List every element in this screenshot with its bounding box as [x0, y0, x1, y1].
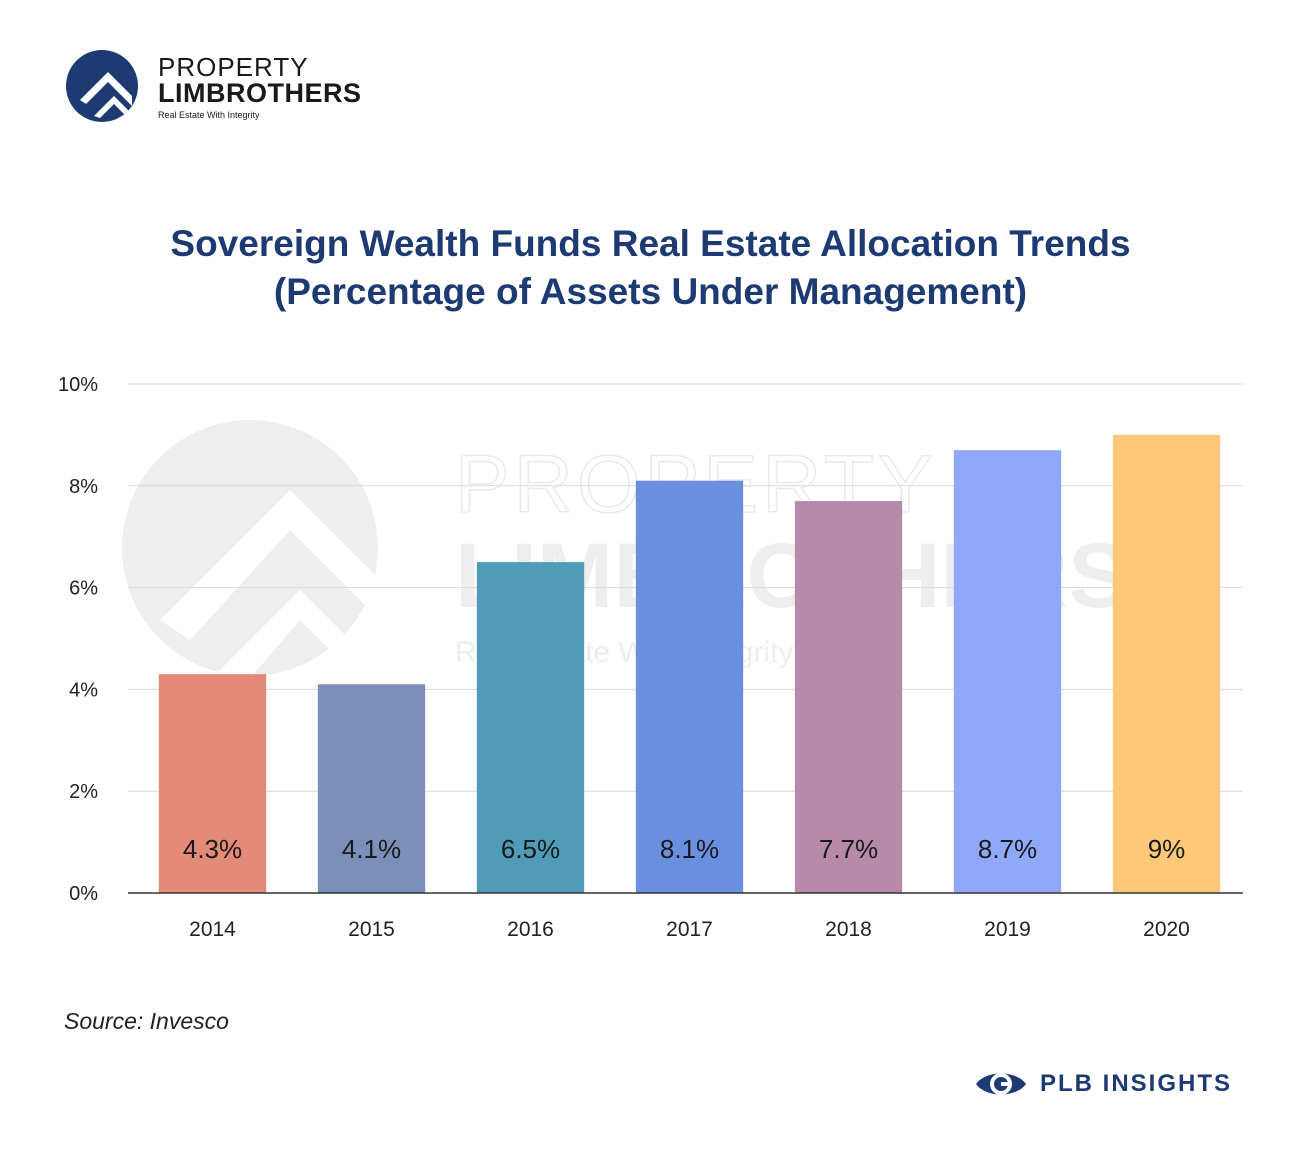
bar-2014 — [158, 674, 267, 893]
x-tick-label: 2019 — [984, 918, 1031, 941]
data-label: 7.7% — [819, 834, 878, 864]
y-tick-label: 8% — [69, 476, 98, 498]
bars — [158, 434, 1221, 893]
brand-line1: PROPERTY — [158, 52, 309, 82]
x-tick-label: 2018 — [825, 918, 872, 941]
bar-2015 — [317, 684, 426, 893]
x-tick-label: 2016 — [507, 918, 554, 941]
data-label: 6.5% — [501, 834, 560, 864]
watermark-logo-icon — [122, 420, 380, 700]
bar-2020 — [1112, 434, 1221, 893]
y-tick-label: 0% — [69, 883, 98, 905]
y-axis-ticks: 0% 2% 4% 6% 8% 10% — [58, 374, 98, 905]
chart-title-line2: (Percentage of Assets Under Management) — [273, 271, 1028, 312]
data-label: 8.1% — [660, 834, 719, 864]
data-label: 4.1% — [342, 834, 401, 864]
data-label: 9% — [1148, 834, 1186, 864]
eye-icon — [976, 1073, 1026, 1095]
x-tick-label: 2014 — [189, 918, 236, 941]
bar-2019 — [953, 450, 1062, 893]
bar-2016 — [476, 562, 585, 893]
brand-logo: PROPERTY LIMBROTHERS Real Estate With In… — [66, 50, 366, 122]
data-label: 4.3% — [183, 834, 242, 864]
source-note: Source: Invesco — [64, 1008, 229, 1034]
x-tick-label: 2015 — [348, 918, 395, 941]
y-tick-label: 4% — [69, 679, 98, 701]
x-tick-label: 2020 — [1143, 918, 1190, 941]
bar-2017 — [635, 480, 744, 893]
y-tick-label: 10% — [58, 374, 98, 396]
plb-insights-label: PLB INSIGHTS — [1040, 1070, 1233, 1097]
brand-line2: LIMBROTHERS — [158, 78, 362, 108]
house-logo-icon — [66, 50, 138, 122]
data-label: 8.7% — [978, 834, 1037, 864]
y-tick-label: 6% — [69, 578, 98, 600]
chart-title-line1: Sovereign Wealth Funds Real Estate Alloc… — [170, 223, 1131, 264]
plb-insights-badge: PLB INSIGHTS — [974, 1066, 1244, 1102]
brand-tagline: Real Estate With Integrity — [158, 110, 260, 120]
x-axis-ticks: 2014 2015 2016 2017 2018 2019 2020 — [189, 918, 1190, 941]
data-labels: 4.3% 4.1% 6.5% 8.1% 7.7% 8.7% 9% — [183, 834, 1185, 864]
bar-2018 — [794, 501, 903, 893]
y-tick-label: 2% — [69, 781, 98, 803]
chart-title: Sovereign Wealth Funds Real Estate Alloc… — [0, 220, 1301, 316]
x-tick-label: 2017 — [666, 918, 713, 941]
